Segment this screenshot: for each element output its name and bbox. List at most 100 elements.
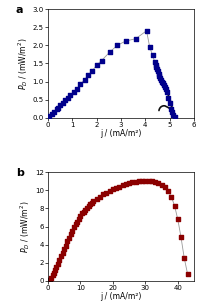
- Point: [95, 197, 98, 201]
- Point: [48, 114, 51, 118]
- Point: [168, 101, 171, 106]
- Point: [134, 36, 137, 41]
- Point: [52, 109, 56, 114]
- Point: [151, 53, 154, 58]
- Point: [79, 82, 82, 87]
- Point: [71, 228, 74, 233]
- Point: [169, 106, 172, 111]
- X-axis label: j / (mA/m²): j / (mA/m²): [100, 292, 142, 301]
- Point: [66, 239, 69, 244]
- Point: [161, 81, 164, 86]
- Point: [116, 43, 119, 48]
- Point: [76, 219, 79, 224]
- Point: [75, 86, 78, 91]
- Point: [166, 188, 170, 193]
- Point: [74, 222, 77, 226]
- Point: [140, 179, 144, 184]
- Point: [176, 217, 179, 222]
- Point: [148, 45, 151, 50]
- Point: [145, 28, 148, 33]
- Point: [163, 185, 166, 190]
- Point: [121, 183, 124, 188]
- Point: [64, 243, 67, 248]
- Point: [153, 59, 156, 64]
- Point: [173, 114, 176, 119]
- Point: [90, 200, 93, 205]
- Point: [131, 180, 134, 185]
- Point: [170, 194, 173, 199]
- Point: [59, 103, 62, 108]
- Point: [160, 79, 163, 84]
- Point: [124, 182, 127, 187]
- Point: [89, 202, 92, 207]
- Point: [98, 194, 102, 199]
- Point: [163, 85, 166, 89]
- Point: [80, 211, 84, 216]
- Point: [92, 199, 95, 204]
- X-axis label: j / (mA/m²): j / (mA/m²): [100, 129, 142, 138]
- Text: a: a: [16, 5, 23, 15]
- Point: [118, 184, 121, 189]
- Point: [63, 247, 66, 252]
- Point: [157, 180, 160, 185]
- Point: [55, 107, 58, 112]
- Point: [158, 74, 161, 79]
- Point: [128, 181, 131, 186]
- Point: [147, 178, 150, 183]
- Point: [111, 187, 114, 192]
- Point: [61, 250, 64, 255]
- Point: [154, 63, 157, 68]
- Point: [160, 77, 163, 82]
- Point: [48, 277, 52, 282]
- Point: [172, 112, 175, 117]
- Point: [124, 39, 127, 43]
- Point: [179, 235, 183, 240]
- Point: [50, 275, 53, 280]
- Point: [160, 182, 163, 187]
- Point: [58, 258, 61, 262]
- Y-axis label: $P_D$ / (mW/m$^2$): $P_D$ / (mW/m$^2$): [18, 200, 32, 253]
- Point: [83, 77, 86, 82]
- Point: [173, 203, 176, 208]
- Point: [167, 95, 170, 100]
- Point: [155, 66, 159, 71]
- Point: [50, 112, 53, 117]
- Point: [84, 207, 87, 212]
- Point: [66, 95, 70, 100]
- Point: [59, 254, 63, 259]
- Text: b: b: [16, 168, 24, 178]
- Point: [156, 69, 160, 74]
- Point: [159, 76, 162, 80]
- Point: [162, 83, 165, 88]
- Point: [69, 231, 72, 236]
- Point: [134, 179, 137, 184]
- Point: [47, 278, 51, 283]
- Point: [95, 63, 98, 68]
- Point: [137, 179, 140, 184]
- Point: [157, 72, 161, 77]
- Point: [51, 273, 54, 278]
- Point: [166, 90, 169, 95]
- Point: [82, 209, 85, 214]
- Point: [105, 190, 108, 195]
- Point: [150, 179, 153, 184]
- Point: [102, 192, 105, 197]
- Point: [108, 50, 112, 54]
- Point: [186, 271, 189, 276]
- Y-axis label: $P_D$ / (mW/m$^2$): $P_D$ / (mW/m$^2$): [16, 37, 30, 90]
- Point: [72, 90, 75, 95]
- Point: [155, 65, 158, 69]
- Point: [52, 270, 55, 275]
- Point: [56, 261, 59, 266]
- Point: [170, 110, 174, 115]
- Point: [153, 179, 157, 184]
- Point: [87, 204, 90, 209]
- Point: [115, 185, 118, 191]
- Point: [77, 217, 80, 221]
- Point: [67, 236, 71, 240]
- Point: [55, 265, 58, 269]
- Point: [79, 214, 82, 219]
- Point: [87, 72, 90, 77]
- Point: [100, 58, 103, 63]
- Point: [183, 256, 186, 261]
